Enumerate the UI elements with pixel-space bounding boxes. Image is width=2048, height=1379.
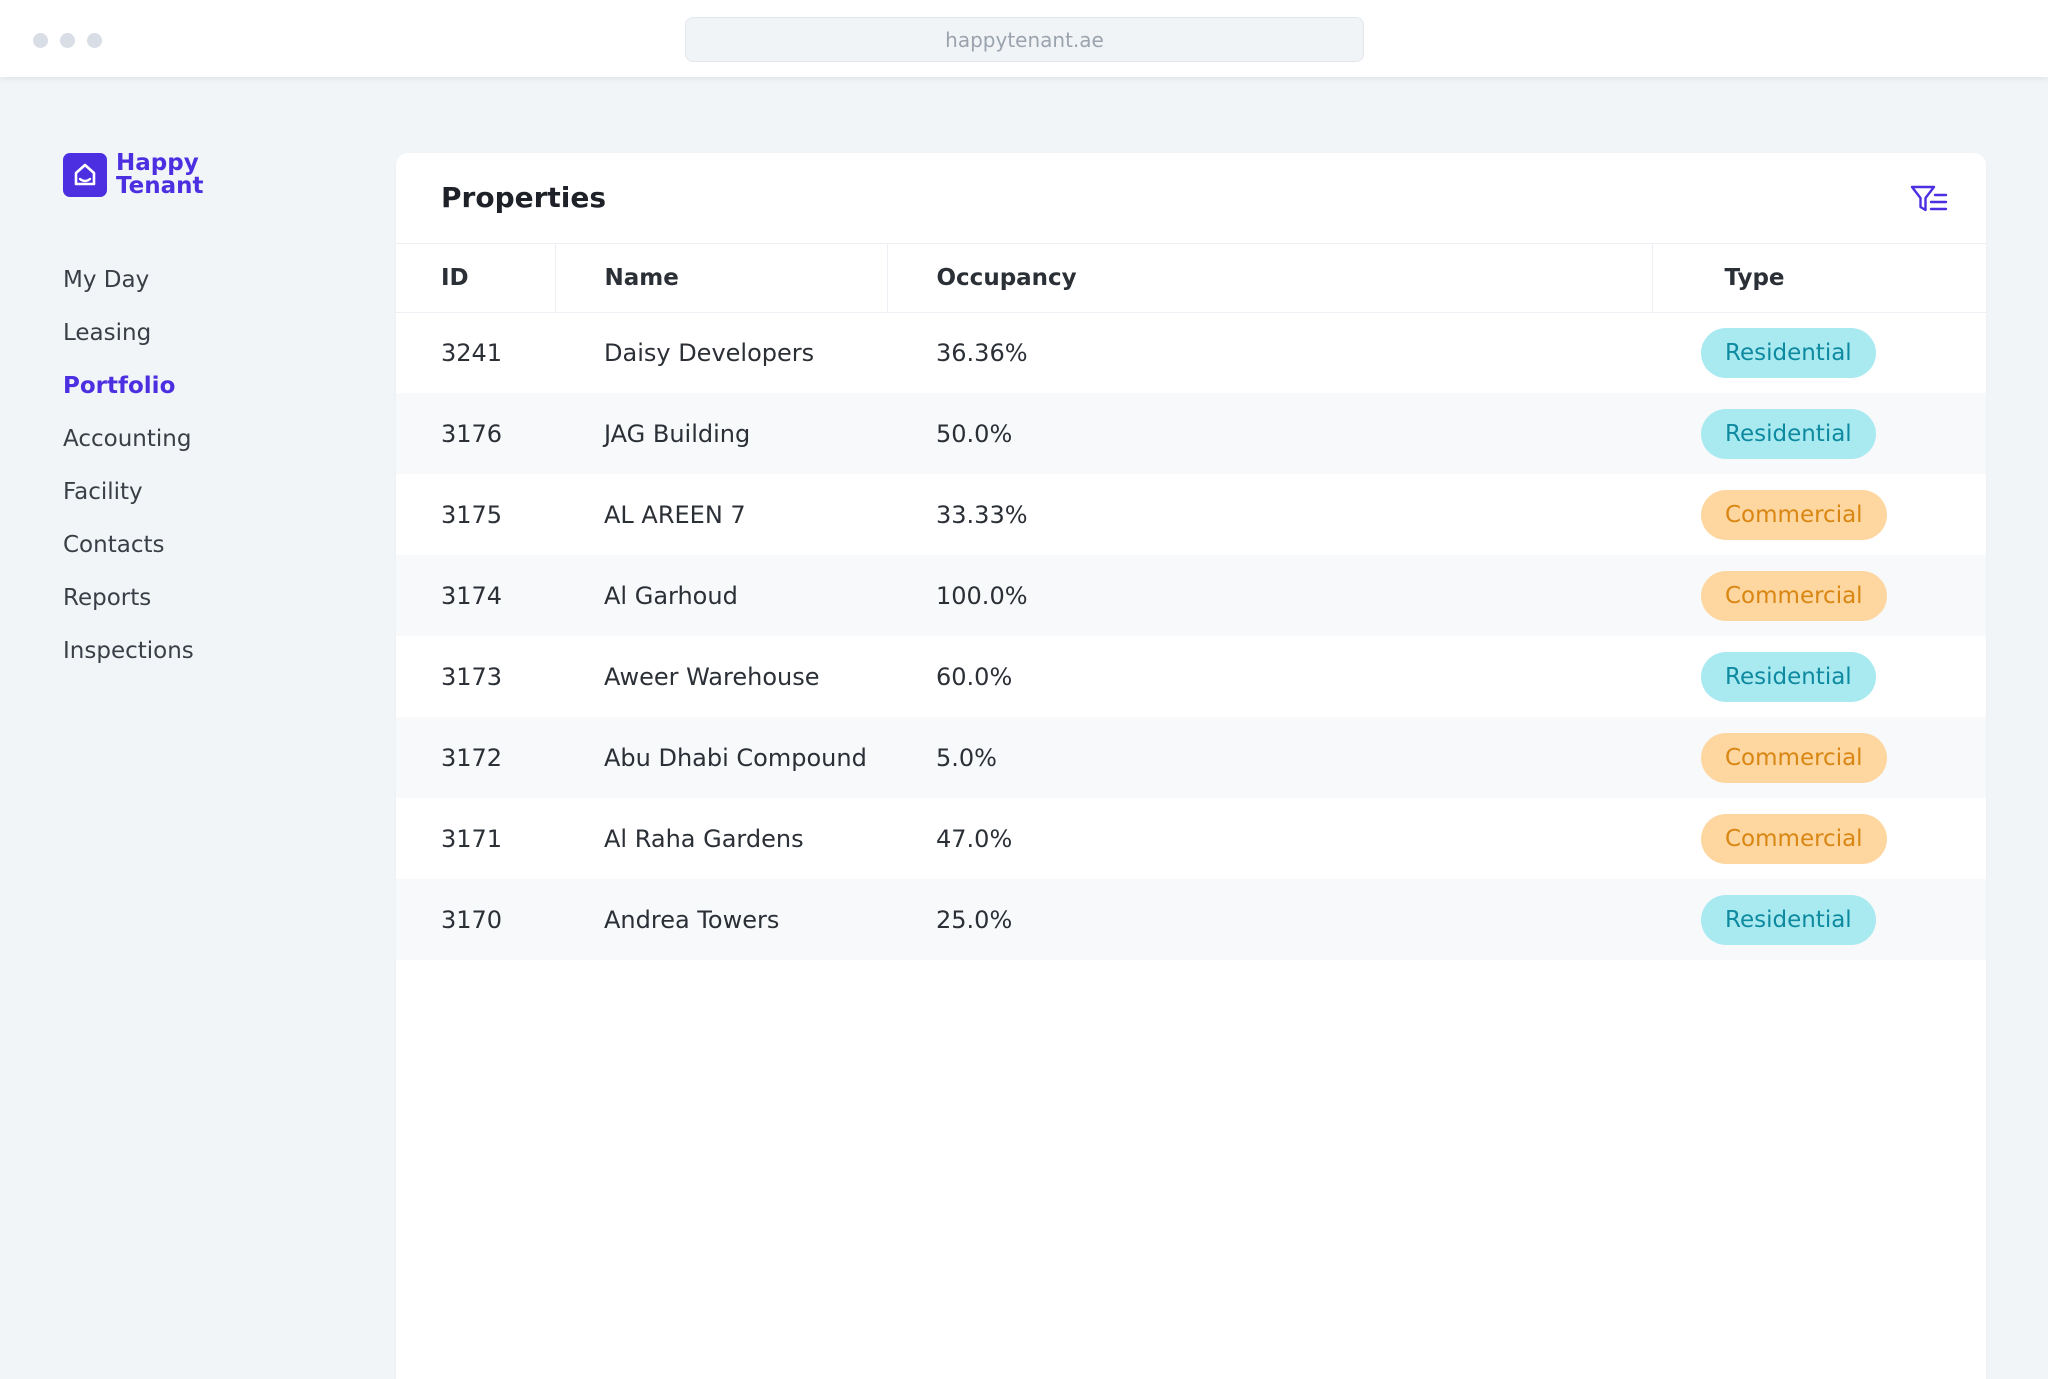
properties-table: ID Name Occupancy Type 3241 Daisy Develop… (396, 244, 1986, 960)
cell-name: Abu Dhabi Compound (555, 717, 887, 798)
close-window-dot[interactable] (33, 33, 48, 48)
cell-id: 3241 (441, 338, 503, 367)
cell-occupancy: 5.0% (887, 717, 1652, 798)
sidebar-nav: My Day Leasing Portfolio Accounting Faci… (63, 262, 363, 686)
house-icon (63, 153, 107, 197)
sidebar-item-contacts[interactable]: Contacts (63, 532, 165, 558)
cell-occupancy: 33.33% (936, 500, 1028, 529)
sidebar-item-my-day[interactable]: My Day (63, 267, 150, 293)
cell-name: Andrea Towers (555, 879, 887, 960)
table-row[interactable]: 3170 Andrea Towers 25.0% Residential (396, 879, 1986, 960)
logo-wordmark: Happy Tenant (116, 152, 204, 198)
table-row[interactable]: 3172 Abu Dhabi Compound 5.0% Commercial (396, 717, 1986, 798)
sidebar-item-reports[interactable]: Reports (63, 585, 152, 611)
table-row[interactable]: 3173 Aweer Warehouse 60.0% Residential (396, 636, 1986, 717)
cell-type: Residential (1652, 636, 1986, 717)
window-controls (33, 33, 102, 48)
minimize-window-dot[interactable] (60, 33, 75, 48)
table-row[interactable]: 3171 Al Raha Gardens 47.0% Commercial (396, 798, 1986, 879)
cell-occupancy: 25.0% (887, 879, 1652, 960)
cell-name: AL AREEN 7 (604, 500, 746, 529)
cell-name: Daisy Developers (604, 338, 815, 367)
cell-type: Residential (1652, 312, 1986, 393)
cell-id: 3173 (441, 662, 503, 691)
cell-type: Commercial (1652, 474, 1986, 555)
type-badge: Residential (1701, 651, 1876, 702)
type-badge: Residential (1701, 327, 1876, 378)
cell-id: 3174 (396, 555, 555, 636)
card-header: Properties (396, 153, 1986, 244)
page-title: Properties (441, 181, 607, 214)
column-header-type[interactable]: Type (1652, 244, 1986, 313)
address-bar[interactable]: happytenant.ae (685, 17, 1364, 62)
cell-occupancy: 50.0% (887, 393, 1652, 474)
maximize-window-dot[interactable] (87, 33, 102, 48)
filter-list-icon (1910, 185, 1948, 212)
cell-name: Aweer Warehouse (604, 662, 820, 691)
column-header-occupancy[interactable]: Occupancy (887, 244, 1653, 313)
sidebar-item-inspections[interactable]: Inspections (63, 638, 194, 664)
column-header-id[interactable]: ID (396, 244, 556, 313)
cell-type: Commercial (1652, 555, 1986, 636)
cell-type: Commercial (1652, 717, 1986, 798)
cell-type: Residential (1652, 879, 1986, 960)
cell-type: Residential (1652, 393, 1986, 474)
type-badge: Commercial (1701, 489, 1887, 540)
cell-occupancy: 36.36% (936, 338, 1028, 367)
cell-id: 3176 (396, 393, 555, 474)
cell-name: Al Raha Gardens (604, 824, 804, 853)
column-header-name[interactable]: Name (555, 244, 888, 313)
app-logo[interactable]: Happy Tenant (63, 152, 204, 198)
type-badge: Residential (1701, 894, 1876, 945)
type-badge: Residential (1701, 408, 1876, 459)
table-row[interactable]: 3175 AL AREEN 7 33.33% Commercial (396, 474, 1986, 555)
cell-name: Al Garhoud (555, 555, 887, 636)
logo-word-1: Happy (116, 150, 199, 176)
type-badge: Commercial (1701, 732, 1887, 783)
logo-word-2: Tenant (116, 173, 204, 199)
cell-name: JAG Building (555, 393, 887, 474)
cell-occupancy: 47.0% (936, 824, 1013, 853)
table-row[interactable]: 3241 Daisy Developers 36.36% Residential (396, 312, 1986, 393)
cell-occupancy: 60.0% (936, 662, 1013, 691)
cell-type: Commercial (1652, 798, 1986, 879)
cell-id: 3175 (441, 500, 503, 529)
type-badge: Commercial (1701, 570, 1887, 621)
properties-card: Properties ID Name Occupancy Type 3241 Da… (396, 153, 1986, 1379)
cell-id: 3171 (441, 824, 503, 853)
table-row[interactable]: 3174 Al Garhoud 100.0% Commercial (396, 555, 1986, 636)
sidebar-item-portfolio[interactable]: Portfolio (63, 373, 176, 399)
sidebar-item-facility[interactable]: Facility (63, 479, 143, 505)
browser-toolbar: happytenant.ae (0, 0, 2048, 77)
cell-id: 3170 (396, 879, 555, 960)
table-header-row: ID Name Occupancy Type (396, 244, 1986, 313)
cell-occupancy: 100.0% (887, 555, 1652, 636)
table-row[interactable]: 3176 JAG Building 50.0% Residential (396, 393, 1986, 474)
sidebar-item-accounting[interactable]: Accounting (63, 426, 192, 452)
filter-button[interactable] (1910, 183, 1948, 215)
sidebar-item-leasing[interactable]: Leasing (63, 320, 152, 346)
type-badge: Commercial (1701, 813, 1887, 864)
cell-id: 3172 (396, 717, 555, 798)
